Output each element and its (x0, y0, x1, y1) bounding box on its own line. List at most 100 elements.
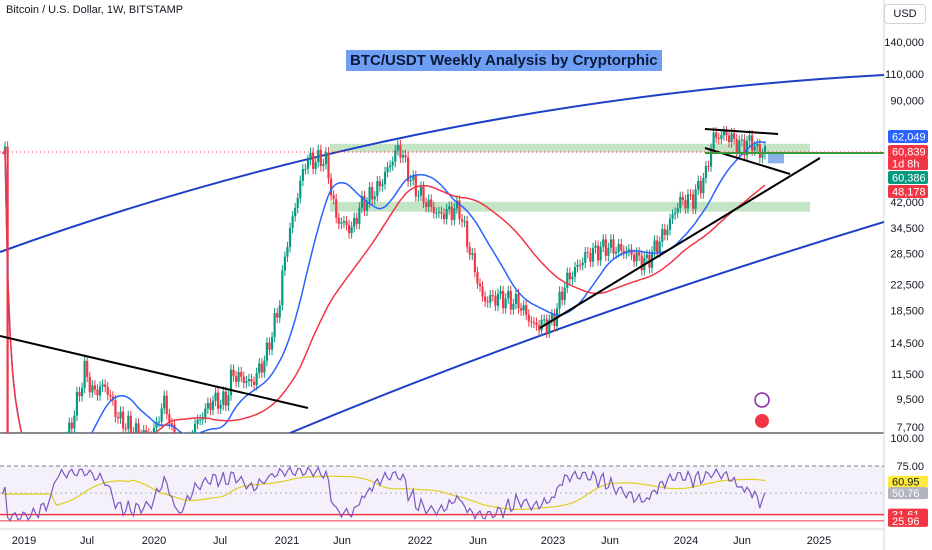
x-tick-label: Jul (80, 535, 94, 547)
candle-body (258, 363, 261, 373)
candle-body (748, 135, 751, 141)
candle-body (707, 165, 710, 167)
candle-body (522, 305, 525, 311)
candle-body (517, 294, 520, 309)
candle-body (399, 145, 402, 158)
candle-body (527, 314, 530, 322)
y-tick-label: 28,500 (890, 248, 924, 260)
candle-body (201, 417, 204, 420)
candle-body (584, 252, 587, 263)
candle-body (224, 391, 227, 406)
candle-body (129, 415, 132, 433)
candle-body (409, 180, 412, 182)
candle-body (232, 369, 235, 377)
candle-body (442, 213, 446, 220)
candle-body (407, 157, 410, 182)
candle-body (163, 395, 166, 409)
target-box (768, 153, 784, 164)
candle-body (548, 319, 551, 333)
candle-body (753, 145, 756, 151)
candle-body (245, 381, 248, 383)
candle-body (98, 386, 102, 396)
candle-body (417, 195, 420, 197)
candle-body (722, 131, 725, 136)
candle-body (661, 229, 664, 242)
candle-body (296, 198, 299, 209)
candle-body (199, 419, 202, 421)
candle-body (165, 395, 168, 415)
candle-body (458, 200, 461, 220)
candle-body (614, 251, 618, 254)
candle-body (193, 423, 197, 433)
rsi-signal-line (2, 475, 766, 511)
x-tick-label: 2022 (408, 535, 432, 547)
candle-body (206, 402, 209, 409)
candle-body (709, 148, 713, 167)
candle-body (378, 181, 381, 187)
candle-body (630, 249, 633, 255)
x-tick-label: 2021 (275, 535, 299, 547)
candle-body (668, 218, 672, 230)
candle-body (427, 199, 430, 207)
candle-body (373, 196, 376, 200)
candle-body (761, 154, 764, 158)
candle-body (576, 264, 579, 268)
flash-icon (754, 392, 770, 408)
price-tag-label: 62,049 (892, 132, 926, 144)
candle-body (720, 135, 723, 139)
candle-body (532, 322, 536, 324)
candle-body (586, 252, 589, 254)
candle-body (342, 221, 346, 223)
candle-body (252, 381, 256, 385)
rsi-value-tag-label: 60.95 (892, 477, 920, 489)
candle-body (486, 301, 489, 303)
candle-body (563, 287, 566, 301)
candle-body (448, 206, 451, 210)
candle-body (658, 241, 661, 253)
currency-button[interactable]: USD (884, 4, 926, 24)
candle-body (299, 180, 302, 199)
candle-body (609, 239, 613, 248)
price-tag-bg (888, 130, 928, 143)
candle-body (386, 167, 389, 172)
candle-body (368, 187, 371, 203)
candle-body (432, 206, 435, 214)
channel-upper-line (0, 74, 884, 253)
candle-body (86, 360, 89, 377)
candle-body (573, 267, 577, 277)
falling-trendline (0, 335, 309, 409)
candle-body (640, 255, 643, 271)
candle-body (502, 290, 505, 309)
candle-body (504, 298, 507, 309)
candle-body (327, 152, 330, 179)
y-tick-label: 22,500 (890, 280, 924, 292)
candle-body (127, 415, 130, 429)
candle-body (73, 415, 76, 429)
candle-body (170, 423, 174, 426)
candle-body (566, 272, 569, 288)
candle-body (93, 385, 97, 390)
rsi-value-tag-bg (888, 475, 928, 488)
candle-body (591, 248, 595, 262)
ascending-trendline (539, 157, 821, 329)
candle-body (168, 414, 171, 424)
candle-body (235, 376, 238, 382)
candle-body (514, 294, 518, 304)
y-tick-label: 9,500 (896, 394, 924, 406)
candle-body (602, 239, 605, 247)
candle-body (676, 208, 679, 213)
candle-body (455, 200, 458, 209)
candle-body (740, 139, 743, 141)
candle-body (132, 432, 135, 433)
candle-body (663, 229, 666, 235)
candle-body (217, 392, 220, 409)
candle-body (424, 202, 428, 207)
candle-body (525, 305, 528, 315)
candle-body (607, 247, 610, 256)
candle-body (394, 150, 397, 162)
candle-body (558, 291, 561, 309)
candle-body (509, 291, 512, 310)
candle-body (596, 245, 600, 261)
rsi-tick-label: 75.00 (896, 461, 924, 473)
